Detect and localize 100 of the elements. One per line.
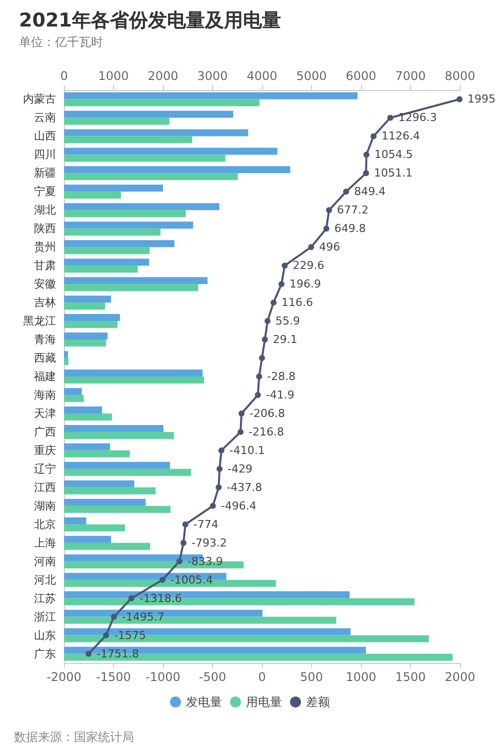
x-tick-label: -2000 (46, 670, 82, 684)
point (259, 355, 265, 362)
data-label: -216.8 (248, 425, 284, 438)
y-tick-label: 广东 (34, 647, 56, 660)
legend-label: 发电量 (186, 695, 222, 709)
data-label: -793.2 (191, 536, 227, 550)
data-label: -206.8 (250, 406, 285, 420)
point (128, 595, 134, 602)
chart-subtitle: 单位：亿千瓦时 (19, 35, 103, 49)
x-tick-label: 2000 (444, 670, 476, 684)
legend-label: 差额 (306, 695, 330, 709)
y-tick-label: 陕西 (34, 222, 56, 236)
data-label: -410.1 (229, 444, 265, 457)
point (363, 152, 370, 158)
point (182, 521, 188, 528)
point (238, 410, 245, 416)
data-label: 1296.3 (398, 111, 437, 124)
data-label: -1005.4 (170, 573, 213, 586)
y-tick-label: 福建 (34, 370, 56, 383)
data-label: 1051.1 (374, 166, 413, 180)
chart-title: 2021年各省份发电量及用电量 (19, 10, 281, 32)
x2-tick-label: 6000 (346, 69, 376, 83)
data-label: 55.9 (276, 314, 300, 328)
y-tick-label: 贵州 (34, 240, 56, 254)
y-tick-label: 重庆 (34, 444, 56, 457)
legend-label: 用电量 (246, 695, 282, 709)
y-tick-label: 辽宁 (34, 462, 56, 476)
point (387, 114, 394, 121)
data-label: 229.6 (292, 259, 324, 272)
y-tick-label: 宁夏 (34, 185, 56, 198)
x-tick-label: -1000 (146, 670, 180, 684)
point (238, 428, 244, 435)
y-tick-label: 西藏 (34, 352, 56, 365)
point (216, 466, 223, 472)
x-tick-label: 1500 (395, 670, 426, 684)
y-tick-label: 广西 (34, 425, 56, 438)
y-tick-label: 海南 (34, 388, 56, 402)
y-tick-label: 山东 (34, 628, 56, 642)
y-tick-label: 北京 (34, 518, 56, 531)
data-label: -774 (193, 518, 218, 531)
x2-tick-label: 7000 (395, 69, 426, 83)
y-tick-label: 云南 (34, 111, 56, 124)
point (218, 447, 224, 454)
point (278, 281, 284, 288)
x2-tick-label: 2000 (148, 69, 178, 83)
data-label: 116.6 (282, 296, 314, 310)
x-tick-label: -500 (198, 670, 226, 684)
source-note: 数据来源：国家统计局 (14, 730, 134, 744)
y-tick-label: 河北 (34, 573, 56, 586)
point (110, 614, 117, 620)
y-tick-label: 安徽 (34, 278, 56, 291)
x-tick-label: 500 (300, 670, 323, 684)
point (270, 300, 277, 306)
x-tick-label: 1000 (346, 670, 376, 684)
x2-tick-label: 1000 (98, 69, 129, 83)
y-tick-label: 湖北 (34, 204, 56, 217)
data-label: -41.9 (266, 388, 294, 402)
data-label: -833.9 (187, 554, 223, 568)
data-label: -28.8 (267, 370, 296, 383)
point (264, 318, 271, 324)
y-tick-label: 江西 (34, 480, 56, 494)
data-label: 1126.4 (382, 130, 420, 143)
y-tick-label: 江苏 (34, 592, 56, 605)
data-label: 496 (319, 240, 340, 254)
point (308, 244, 314, 250)
point (343, 188, 350, 195)
y-tick-label: 内蒙古 (23, 92, 56, 106)
x2-tick-label: 3000 (197, 69, 228, 83)
y-tick-label: 山西 (34, 130, 56, 143)
point (370, 133, 377, 140)
data-label: 677.2 (337, 204, 369, 217)
point (456, 96, 463, 102)
data-label: 1054.5 (374, 148, 413, 162)
point (86, 650, 92, 657)
data-label: -1751.8 (96, 647, 140, 660)
data-label: -496.4 (220, 499, 256, 512)
point (103, 632, 110, 638)
y-tick-label: 河南 (34, 554, 56, 568)
point (363, 170, 370, 176)
x2-tick-label: 4000 (246, 69, 278, 83)
point (282, 262, 288, 269)
data-label: -429 (228, 462, 252, 476)
y-tick-label: 四川 (34, 148, 56, 162)
data-label: 649.8 (334, 222, 366, 236)
x2-tick-label: 5000 (296, 69, 327, 83)
y-tick-label: 新疆 (34, 166, 56, 180)
point (159, 576, 166, 583)
point (176, 558, 182, 564)
data-label: 1995 (468, 92, 496, 106)
data-label: -1318.6 (139, 592, 182, 605)
y-tick-label: 湖南 (34, 499, 56, 512)
y-tick-label: 甘肃 (34, 259, 56, 272)
y-tick-label: 浙江 (34, 610, 56, 624)
data-label: -437.8 (226, 480, 262, 494)
y-tick-label: 黑龙江 (23, 314, 56, 328)
point (323, 226, 330, 232)
x2-tick-label: 0 (60, 69, 68, 83)
x-tick-label: -1500 (96, 670, 131, 684)
x-tick-label: 0 (258, 670, 266, 684)
data-label: -1495.7 (122, 610, 164, 624)
